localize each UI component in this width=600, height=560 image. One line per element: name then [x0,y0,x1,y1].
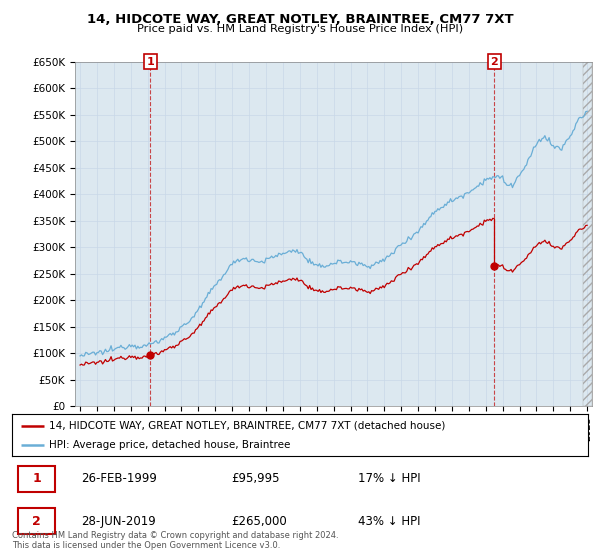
Text: 2: 2 [490,57,498,67]
FancyBboxPatch shape [18,466,55,492]
Text: 43% ↓ HPI: 43% ↓ HPI [358,515,420,528]
Text: 1: 1 [32,472,41,486]
Text: 28-JUN-2019: 28-JUN-2019 [81,515,156,528]
Text: Price paid vs. HM Land Registry's House Price Index (HPI): Price paid vs. HM Land Registry's House … [137,24,463,34]
Text: 17% ↓ HPI: 17% ↓ HPI [358,472,420,486]
Text: 26-FEB-1999: 26-FEB-1999 [81,472,157,486]
Text: 14, HIDCOTE WAY, GREAT NOTLEY, BRAINTREE, CM77 7XT (detached house): 14, HIDCOTE WAY, GREAT NOTLEY, BRAINTREE… [49,421,446,431]
Text: 14, HIDCOTE WAY, GREAT NOTLEY, BRAINTREE, CM77 7XT: 14, HIDCOTE WAY, GREAT NOTLEY, BRAINTREE… [86,13,514,26]
FancyBboxPatch shape [18,508,55,534]
Text: HPI: Average price, detached house, Braintree: HPI: Average price, detached house, Brai… [49,440,291,450]
Text: Contains HM Land Registry data © Crown copyright and database right 2024.
This d: Contains HM Land Registry data © Crown c… [12,531,338,550]
Text: 2: 2 [32,515,41,528]
Text: £95,995: £95,995 [231,472,280,486]
Text: £265,000: £265,000 [231,515,287,528]
Text: 1: 1 [146,57,154,67]
